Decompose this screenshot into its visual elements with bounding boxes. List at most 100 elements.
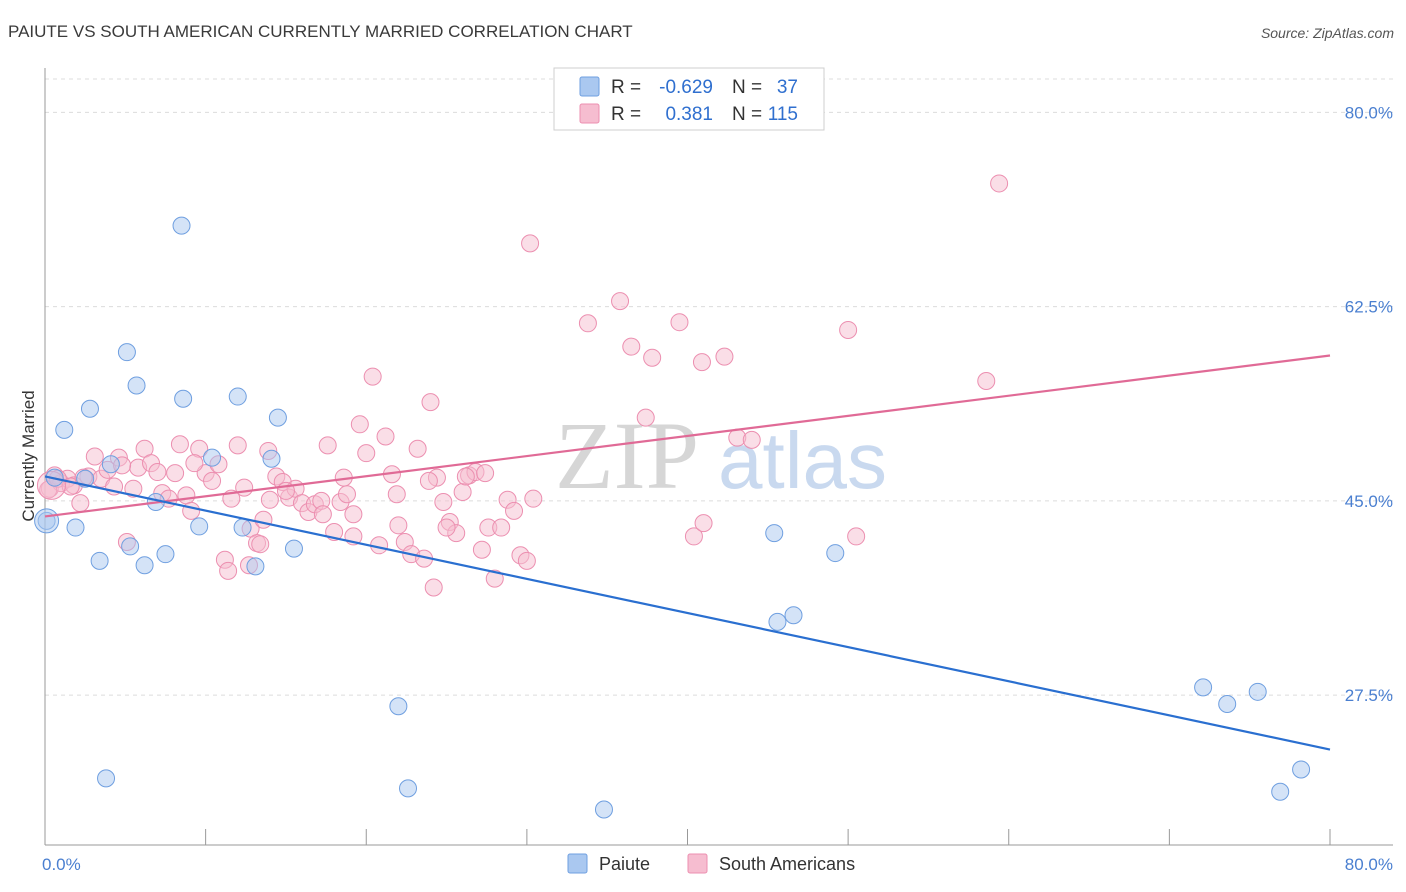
south-americans-point (424, 578, 443, 597)
paiute-point (765, 524, 784, 543)
south-americans-point (389, 516, 408, 535)
bottom-legend-label-south-americans: South Americans (719, 854, 855, 874)
paiute-point (784, 606, 803, 625)
paiute-point (1248, 682, 1267, 701)
south-americans-point (636, 408, 655, 427)
south-americans-point (313, 505, 332, 524)
south-americans-point (166, 464, 185, 483)
bottom-legend-swatch-paiute (567, 853, 588, 874)
south-americans-point (408, 439, 427, 458)
paiute-point (172, 216, 191, 235)
legend-r-value-south-americans: 0.381 (665, 104, 713, 125)
south-americans-point (742, 430, 761, 449)
south-americans-point (453, 483, 472, 502)
paiute-trend-line (44, 475, 1331, 751)
south-americans-point (684, 527, 703, 546)
paiute-point (127, 376, 146, 395)
paiute-point (76, 469, 95, 488)
paiute-point (228, 387, 247, 406)
south-americans-point (419, 471, 438, 490)
trend-lines (44, 354, 1331, 751)
bottom-legend: Paiute South Americans (567, 853, 855, 874)
south-americans-point (85, 447, 104, 466)
bottom-legend-label-paiute: Paiute (599, 854, 650, 874)
paiute-point (190, 517, 209, 536)
south-americans-point (177, 486, 196, 505)
paiute-point (262, 449, 281, 468)
south-americans-point (254, 510, 273, 529)
paiute-point (156, 545, 175, 564)
south-americans-point (387, 485, 406, 504)
south-americans-point (476, 464, 495, 483)
south-americans-point (715, 347, 734, 366)
south-americans-point (421, 393, 440, 412)
x-axis-ticks (44, 829, 1331, 845)
south-americans-point (643, 348, 662, 367)
y-tick-label: 80.0% (1345, 103, 1393, 122)
south-americans-point (357, 444, 376, 463)
paiute-point (174, 389, 193, 408)
paiute-point (389, 697, 408, 716)
south-americans-point (521, 234, 540, 253)
paiute-point (55, 420, 74, 439)
legend-r-label-south-americans: R = (611, 104, 641, 125)
x-tick-label-max: 80.0% (1345, 855, 1393, 874)
y-axis-tick-labels: 27.5% 45.0% 62.5% 80.0% (1345, 103, 1393, 705)
paiute-point (246, 557, 265, 576)
paiute-point (594, 800, 613, 819)
south-americans-point (251, 535, 270, 554)
south-americans-point (485, 569, 504, 588)
paiute-point (1271, 782, 1290, 801)
south-americans-point (492, 518, 511, 537)
south-americans-point (456, 467, 475, 486)
paiute-point (101, 455, 120, 474)
y-tick-label: 27.5% (1345, 686, 1393, 705)
paiute-point (284, 539, 303, 558)
south-americans-point (505, 501, 524, 520)
south-americans-point (670, 313, 689, 332)
paiute-point (399, 779, 418, 798)
south-americans-point (990, 174, 1009, 193)
paiute-point (34, 508, 60, 534)
south-americans-trend-line (44, 354, 1331, 518)
paiute-point (66, 518, 85, 537)
south-americans-point (694, 514, 713, 533)
south-americans-point (350, 415, 369, 434)
south-americans-point (524, 489, 543, 508)
chart-title: PAIUTE VS SOUTH AMERICAN CURRENTLY MARRI… (8, 22, 633, 41)
paiute-point (117, 343, 136, 362)
legend: R = -0.629 N = 37 R = 0.381 N = 115 (553, 67, 825, 131)
south-americans-point (260, 490, 279, 509)
y-tick-label: 45.0% (1345, 492, 1393, 511)
y-axis-label: Currently Married (19, 390, 38, 521)
south-americans-point (622, 337, 641, 356)
south-americans-point (148, 463, 167, 482)
paiute-point (97, 769, 116, 788)
south-americans-point (517, 551, 536, 570)
paiute-point (233, 518, 252, 537)
south-americans-point (977, 372, 996, 391)
paiute-point (90, 551, 109, 570)
south-americans-point (337, 485, 356, 504)
south-americans-point (203, 471, 222, 490)
watermark-zip: ZIP (555, 402, 699, 509)
south-americans-points (36, 174, 1009, 597)
south-americans-point (182, 501, 201, 520)
paiute-points (34, 216, 1311, 819)
south-americans-point (437, 518, 456, 537)
paiute-point (1218, 695, 1237, 714)
legend-n-label-paiute: N = (732, 77, 762, 98)
paiute-point (768, 612, 787, 631)
legend-r-value-paiute: -0.629 (659, 77, 713, 98)
south-americans-point (847, 527, 866, 546)
south-americans-point (692, 353, 711, 372)
paiute-point (1292, 760, 1311, 779)
legend-swatch-paiute (579, 76, 600, 97)
paiute-point (826, 544, 845, 563)
paiute-point (203, 448, 222, 467)
south-americans-point (185, 454, 204, 473)
south-americans-point (472, 540, 491, 559)
paiute-point (121, 537, 140, 556)
south-americans-point (219, 561, 238, 580)
